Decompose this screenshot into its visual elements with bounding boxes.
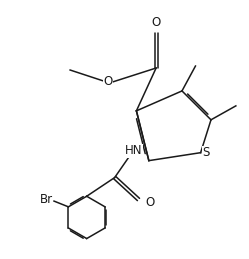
Text: S: S <box>202 146 209 159</box>
Text: O: O <box>104 75 113 88</box>
Text: O: O <box>145 196 154 208</box>
Text: Br: Br <box>40 192 53 206</box>
Text: HN: HN <box>124 144 142 157</box>
Text: O: O <box>151 16 161 29</box>
